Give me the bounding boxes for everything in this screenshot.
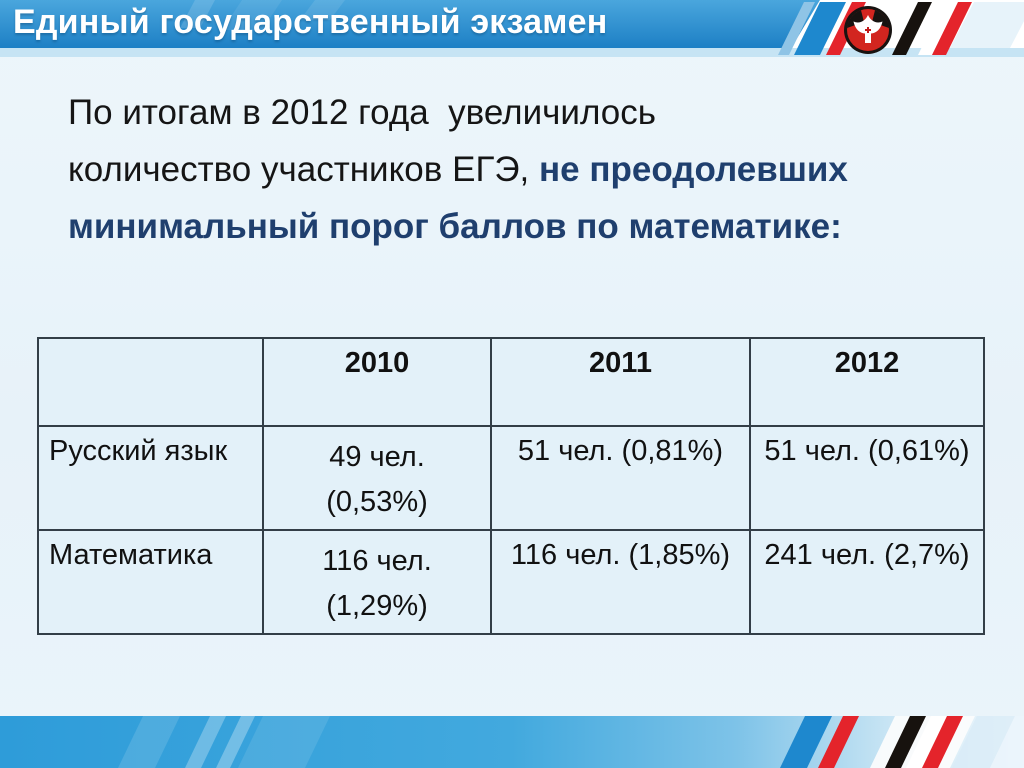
table-header-row: 2010 2011 2012 (37, 337, 985, 427)
cell-value: 49 чел. (0,53%) (262, 425, 492, 531)
stats-table: 2010 2011 2012 Русский язык 49 чел. (0,5… (37, 337, 985, 635)
body-text-normal: количество участников ЕГЭ, (68, 150, 539, 189)
header-cell-empty (37, 337, 264, 427)
cell-value: 116 чел. (1,29%) (262, 529, 492, 635)
cell-value-line: 116 чел. (322, 545, 432, 577)
slide-title: Единый государственный экзамен (13, 3, 608, 41)
header-cell-2010: 2010 (262, 337, 492, 427)
body-line-2: количество участников ЕГЭ, не преодолевш… (68, 141, 1008, 198)
header-corner-stripes (778, 2, 1024, 55)
cell-value-line: (1,29%) (326, 590, 428, 622)
body-paragraph: По итогам в 2012 года увеличилось количе… (68, 84, 1008, 255)
cell-value: 241 чел. (2,7%) (749, 529, 985, 635)
body-line-1: По итогам в 2012 года увеличилось (68, 84, 1008, 141)
cell-value-line: 49 чел. (329, 441, 425, 473)
footer-corner-stripes (780, 716, 1024, 768)
cell-value: 51 чел. (0,61%) (749, 425, 985, 531)
header-cell-2012: 2012 (749, 337, 985, 427)
body-line-3: минимальный порог баллов по математике: (68, 198, 1008, 255)
body-text-normal: По итогам в 2012 года увеличилось (68, 93, 656, 132)
cell-value-line: (0,53%) (326, 486, 428, 518)
table-row: Русский язык 49 чел. (0,53%) 51 чел. (0,… (37, 425, 985, 531)
cell-value: 116 чел. (1,85%) (490, 529, 751, 635)
body-text-emphasis: минимальный порог баллов по математике: (68, 207, 842, 246)
footer-bar (0, 716, 1024, 768)
header-bar (0, 0, 1024, 57)
table-row: Математика 116 чел. (1,29%) 116 чел. (1,… (37, 529, 985, 635)
row-label: Математика (37, 529, 264, 635)
header-cell-2011: 2011 (490, 337, 751, 427)
udmurtia-emblem-icon (844, 6, 892, 54)
cell-value: 51 чел. (0,81%) (490, 425, 751, 531)
body-text-emphasis: не преодолевших (539, 150, 848, 189)
row-label: Русский язык (37, 425, 264, 531)
header-streaks (180, 0, 345, 30)
footer-streaks (118, 716, 330, 768)
